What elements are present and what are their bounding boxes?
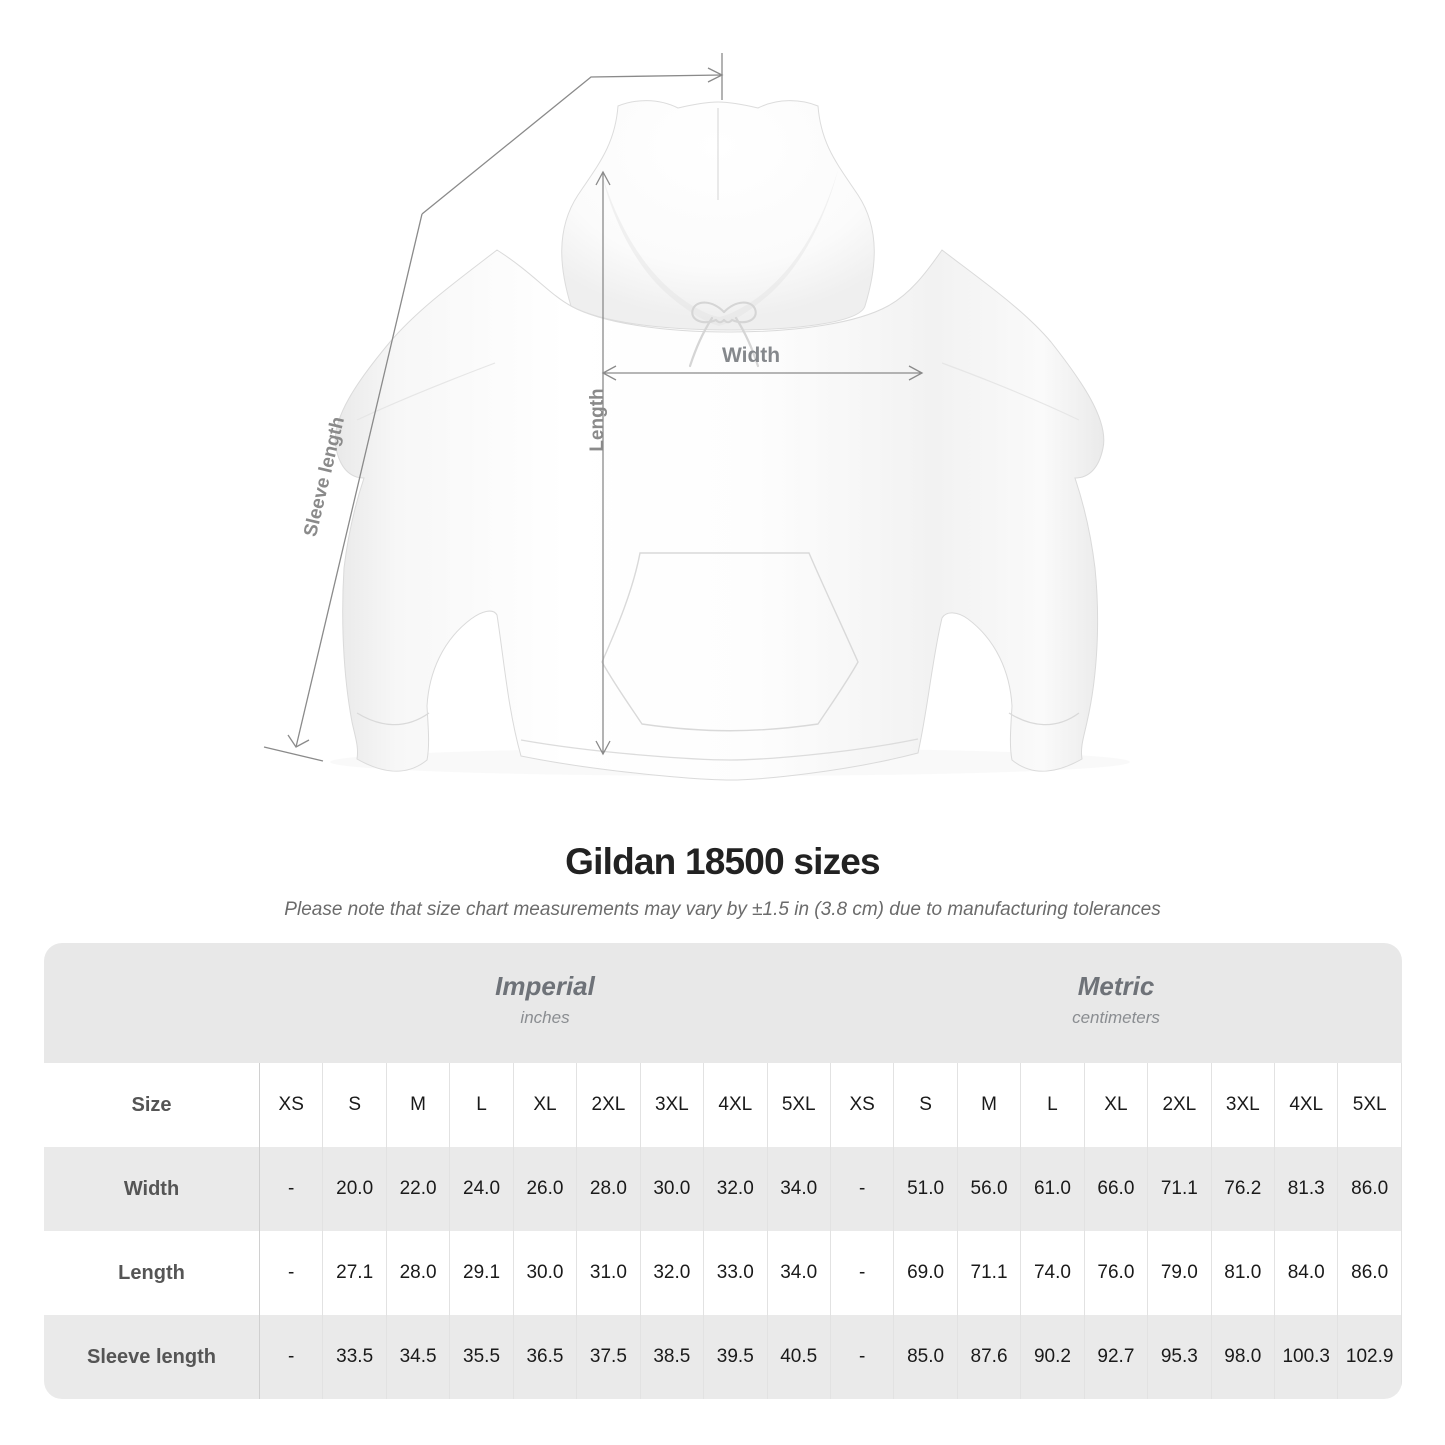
svg-text:Width: Width: [722, 344, 780, 367]
svg-text:Sleeve length: Sleeve length: [300, 415, 349, 539]
svg-text:Length: Length: [587, 388, 608, 451]
